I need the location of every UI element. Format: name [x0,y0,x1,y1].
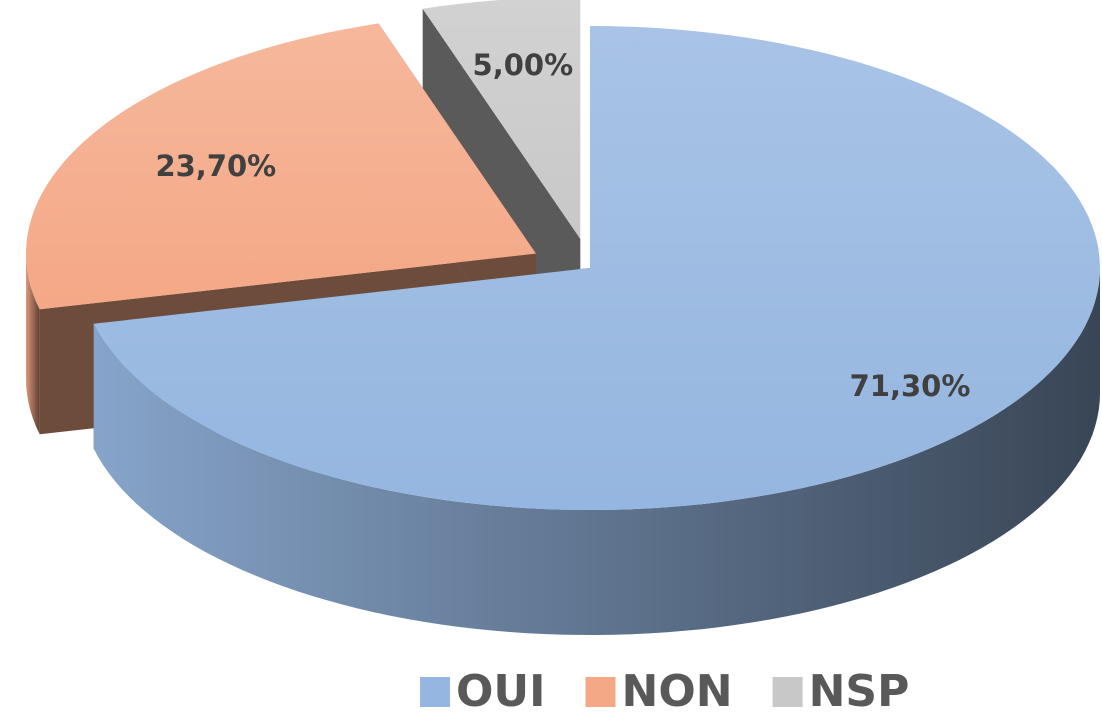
legend-swatch [420,677,450,707]
legend-label: NON [622,666,733,717]
slice [93,26,1100,635]
data-label: 23,70% [155,149,276,183]
legend-label: OUI [456,666,546,717]
slice-wall-shade [26,253,40,435]
legend-label: NSP [809,666,910,717]
data-label: 5,00% [473,48,574,82]
legend-swatch [585,677,616,707]
slice-top-shade [422,0,581,239]
slice-top-shade [26,23,536,310]
slice-top-shade [93,26,1100,510]
legend-swatch [772,677,803,707]
slice-wall-shade [93,268,1100,635]
data-label: 71,30% [850,369,971,403]
